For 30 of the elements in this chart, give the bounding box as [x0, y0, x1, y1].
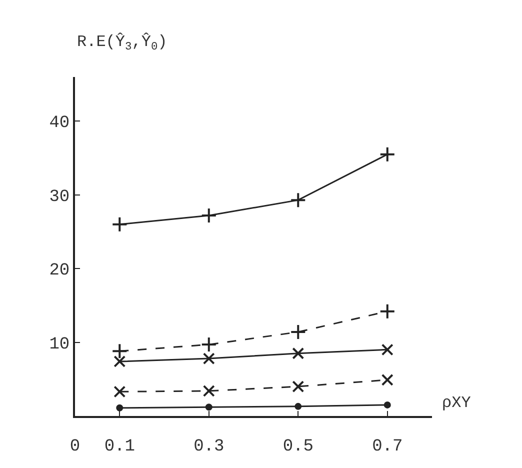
point: [381, 374, 394, 386]
point: [294, 402, 302, 410]
point: [205, 404, 212, 411]
point: [290, 324, 306, 340]
point: [290, 192, 306, 208]
y-tick-label: 40: [49, 114, 70, 134]
x-axis-title: ρXY: [442, 394, 472, 412]
point: [200, 208, 217, 224]
point: [384, 401, 391, 408]
point: [116, 404, 124, 412]
point: [114, 386, 126, 398]
point: [292, 347, 304, 360]
point: [112, 216, 128, 232]
point: [200, 336, 217, 353]
y-tick-label: 20: [49, 262, 70, 281]
x-tick-label: 0.1: [104, 437, 135, 456]
x-tick-label: 0.7: [372, 437, 403, 456]
point: [292, 380, 304, 393]
y-tick-label: 30: [49, 188, 70, 207]
point: [202, 384, 215, 397]
x-tick-label: 0.3: [194, 437, 224, 456]
point: [202, 352, 215, 365]
y-tick-label: 10: [49, 335, 70, 354]
y-axis-title: R.E(Ŷ$_{3}$,Ŷ$_{0}$): [77, 32, 168, 54]
point: [114, 355, 126, 368]
point: [379, 146, 396, 162]
point: [379, 303, 396, 320]
point: [381, 344, 394, 356]
x-tick-label: 0.5: [282, 437, 314, 456]
x-tick-label: 0: [70, 437, 80, 456]
